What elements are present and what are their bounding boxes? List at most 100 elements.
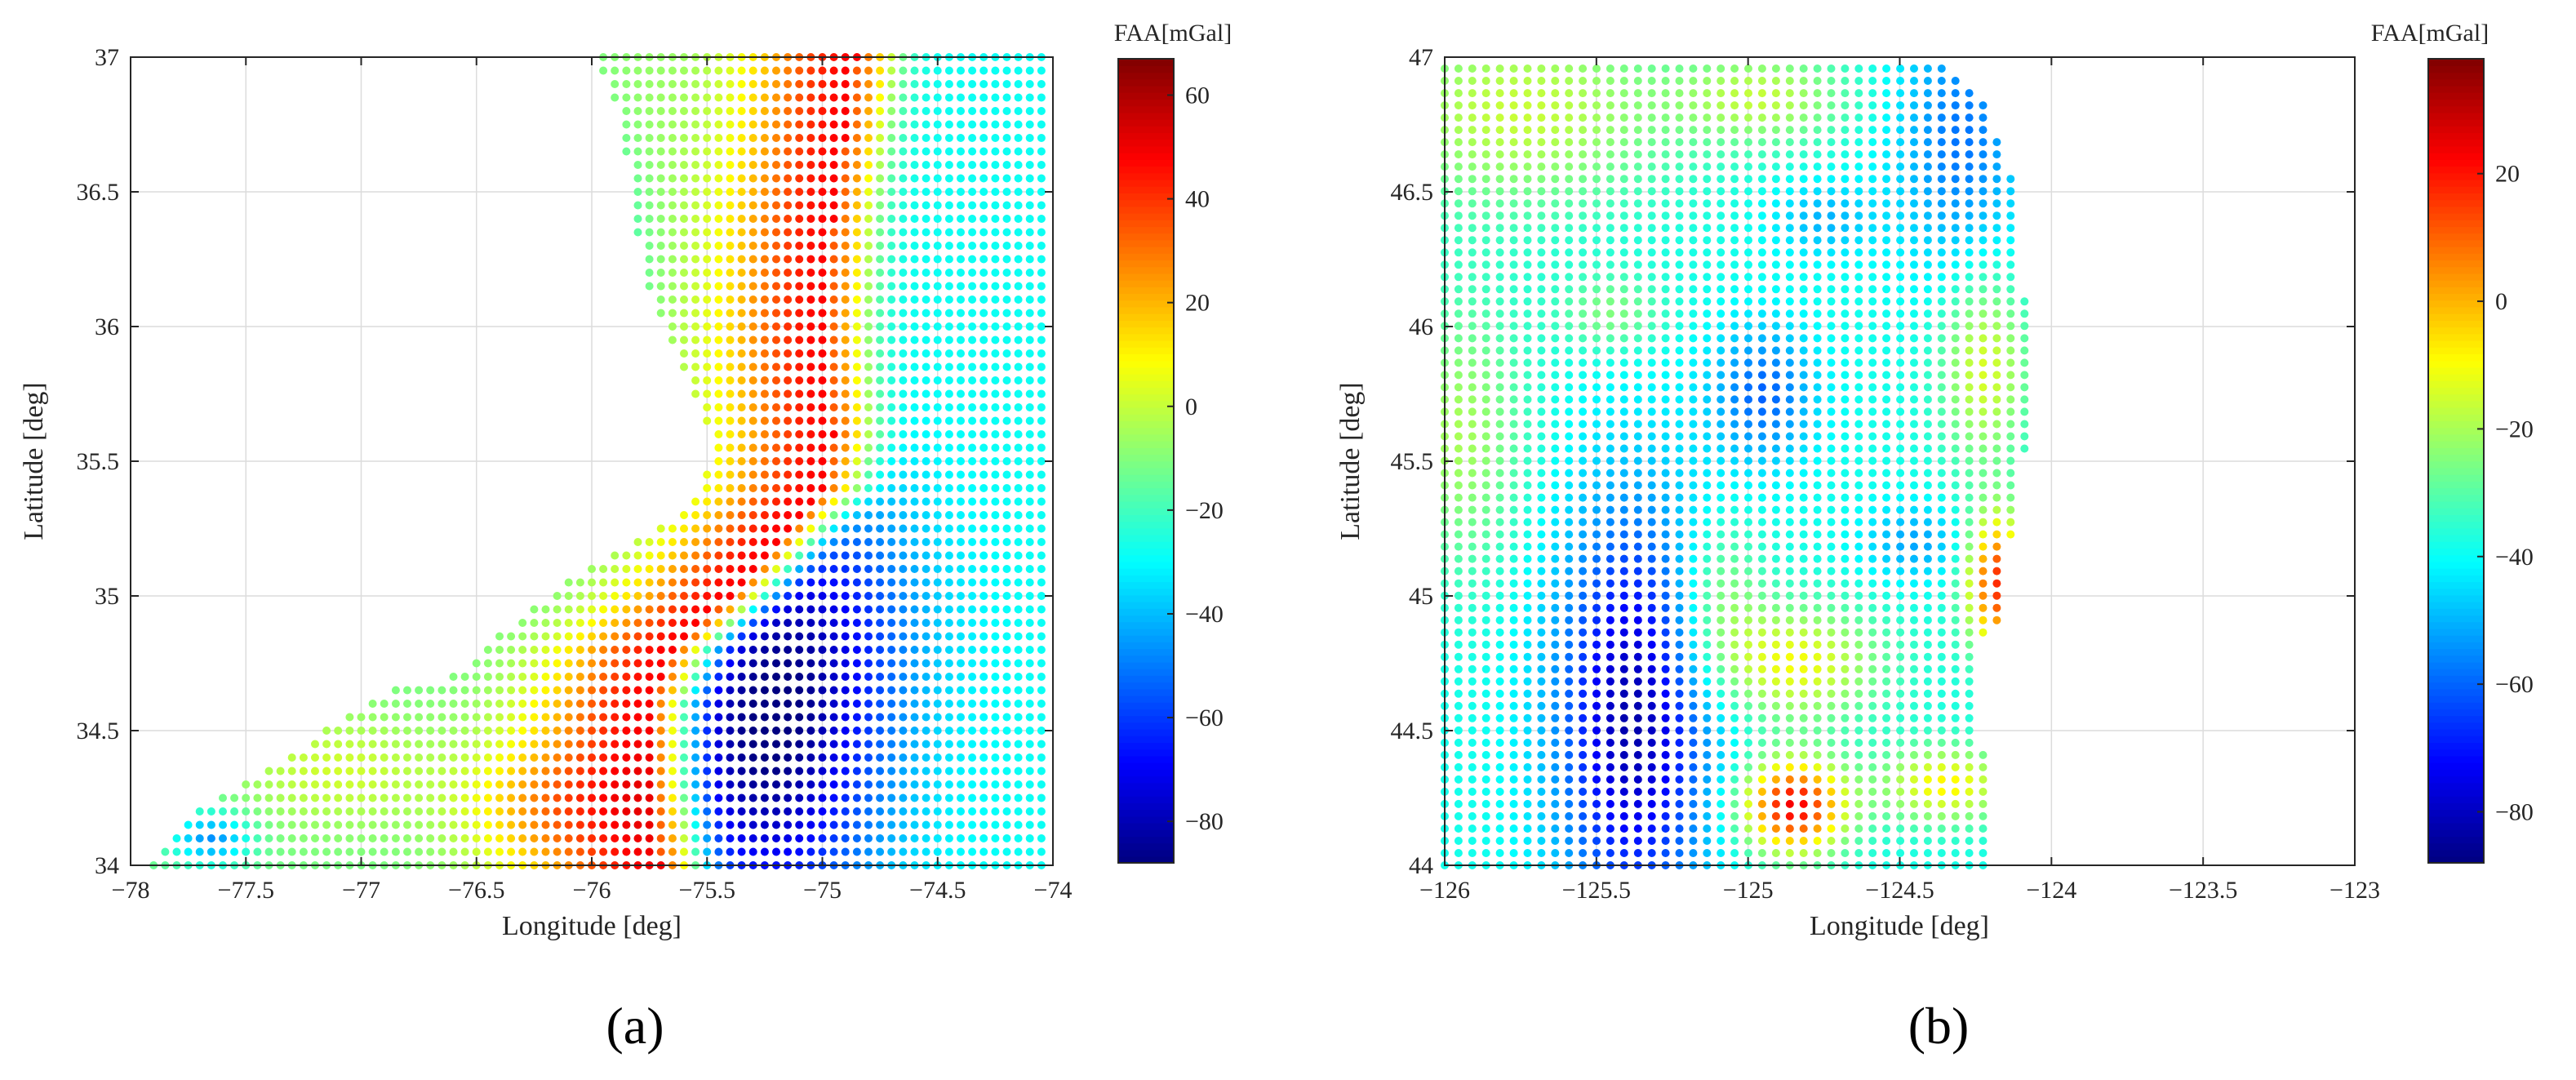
gravity-point [1606,297,1614,306]
gravity-point [645,578,654,587]
gravity-point [1014,228,1023,237]
gravity-point [1841,677,1850,686]
gravity-point [1951,849,1960,857]
gravity-point [1923,322,1932,331]
gravity-point [1854,616,1863,624]
gravity-point [852,309,861,318]
gravity-point [1014,753,1023,762]
gravity-point [1785,530,1794,539]
gravity-point [760,188,769,196]
gravity-point [1523,591,1532,600]
gravity-point [910,497,919,506]
gravity-point [968,673,977,681]
gravity-point [933,673,942,681]
gravity-point [1730,837,1739,845]
x-tick-label: −78 [112,877,150,904]
gravity-point [1675,787,1684,796]
gravity-point [887,740,896,749]
gravity-point [703,336,712,344]
gravity-point [1896,346,1905,355]
gravity-point [645,780,654,789]
gravity-point [1592,420,1601,429]
gravity-point [795,282,804,291]
gravity-point [864,619,873,627]
gravity-point [1757,334,1766,343]
gravity-point [979,753,988,762]
gravity-point [922,834,930,842]
gravity-point [795,174,804,183]
gravity-point [968,430,977,438]
gravity-point [714,66,723,75]
gravity-point [1537,689,1546,698]
gravity-point [1868,297,1877,306]
gravity-point [1037,578,1046,587]
gravity-point [991,686,1000,695]
gravity-point [910,201,919,210]
gravity-point [818,820,827,829]
gravity-point [1979,420,1988,429]
gravity-point [784,632,793,641]
gravity-point [656,632,665,641]
gravity-point [957,646,965,654]
gravity-point [1882,799,1891,808]
colorbar-segment [1118,541,1174,549]
gravity-point [991,107,1000,115]
gravity-point [1937,530,1946,539]
gravity-point [1882,407,1891,416]
gravity-point [1813,297,1822,306]
gravity-point [910,511,919,519]
colorbar-segment [1118,193,1174,201]
gravity-point [1592,591,1601,600]
gravity-point [784,336,793,344]
gravity-point [1910,579,1918,588]
gravity-point [1841,518,1850,527]
gravity-point [1037,107,1046,115]
gravity-point [795,659,804,668]
gravity-point [1785,322,1794,331]
gravity-point [322,727,331,735]
gravity-point [979,255,988,264]
gravity-point [772,403,780,411]
gravity-point [818,524,827,533]
gravity-point [1827,444,1836,453]
gravity-point [748,565,757,573]
gravity-point [1868,469,1877,478]
gravity-point [1619,713,1628,722]
gravity-point [1647,469,1656,478]
gravity-point [1633,603,1642,612]
gravity-point [1647,383,1656,392]
gravity-point [656,605,665,614]
gravity-point [264,820,273,829]
gravity-point [1785,824,1794,833]
gravity-point [818,336,827,344]
gravity-point [668,242,677,250]
gravity-point [979,134,988,142]
gravity-point [703,592,712,600]
gravity-point [1951,395,1960,404]
gravity-point [726,201,735,210]
gravity-point [1757,420,1766,429]
gravity-point [564,686,573,695]
gravity-point [334,847,343,856]
gravity-point [968,416,977,425]
gravity-point [829,780,838,789]
gravity-point [806,673,815,681]
gravity-point [1744,248,1752,257]
gravity-point [1454,383,1463,392]
gravity-point [1841,738,1850,747]
gravity-point [1037,389,1046,398]
gravity-point [1537,248,1546,257]
gravity-point [887,296,896,304]
gravity-point [991,834,1000,842]
gravity-point [991,362,1000,371]
gravity-point [841,740,850,749]
gravity-point [957,793,965,802]
gravity-point [1827,542,1836,551]
gravity-point [1923,628,1932,637]
gravity-point [1896,849,1905,857]
gravity-point [1037,780,1046,789]
gravity-point [483,659,492,668]
gravity-point [1014,269,1023,277]
gravity-point [933,403,942,411]
gravity-point [1882,456,1891,465]
